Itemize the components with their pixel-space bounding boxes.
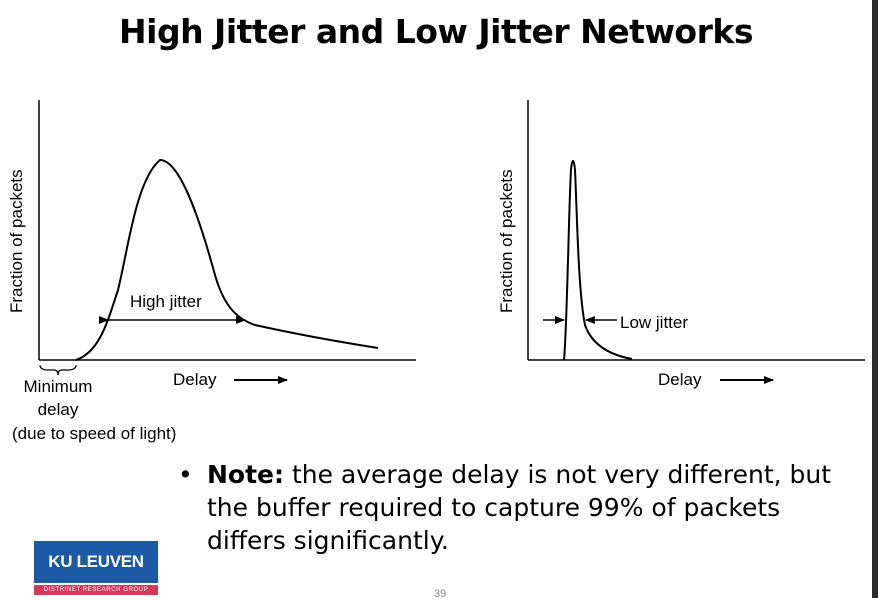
high-jitter-curve [75,158,379,361]
slide-right-border [872,0,878,598]
note-text: Note: the average delay is not very diff… [207,458,838,557]
right-graph: Low jitter Fraction of packets Delay [497,100,865,389]
minimum-delay-line-2: delay [38,400,79,419]
right-y-axis-label: Fraction of packets [497,169,516,313]
page-number: 39 [434,588,447,600]
note-body: the average delay is not very different,… [207,460,832,555]
minimum-delay-line-1: Minimum [24,377,93,396]
minimum-delay-line-3: (due to speed of light) [12,424,176,443]
low-jitter-curve [563,160,633,361]
right-x-axis-label: Delay [658,370,702,389]
bullet-icon: • [178,460,193,489]
left-x-axis-label: Delay [173,370,217,389]
ku-leuven-logo: KU LEUVEN DISTRINET RESEARCH GROUP [34,541,158,595]
note-bold-label: Note: [207,460,285,489]
left-graph: High jitter Fraction of packets Delay Mi… [7,100,416,443]
minimum-delay-brace [39,364,77,376]
high-jitter-label: High jitter [130,292,202,311]
slide-title: High Jitter and Low Jitter Networks [119,12,753,51]
note-bullet-point: • Note: the average delay is not very di… [178,458,838,557]
left-y-axis-label: Fraction of packets [7,169,26,313]
low-jitter-label: Low jitter [620,313,688,332]
logo-sub-text: DISTRINET RESEARCH GROUP [34,585,158,595]
logo-main-text: KU LEUVEN [34,541,158,583]
